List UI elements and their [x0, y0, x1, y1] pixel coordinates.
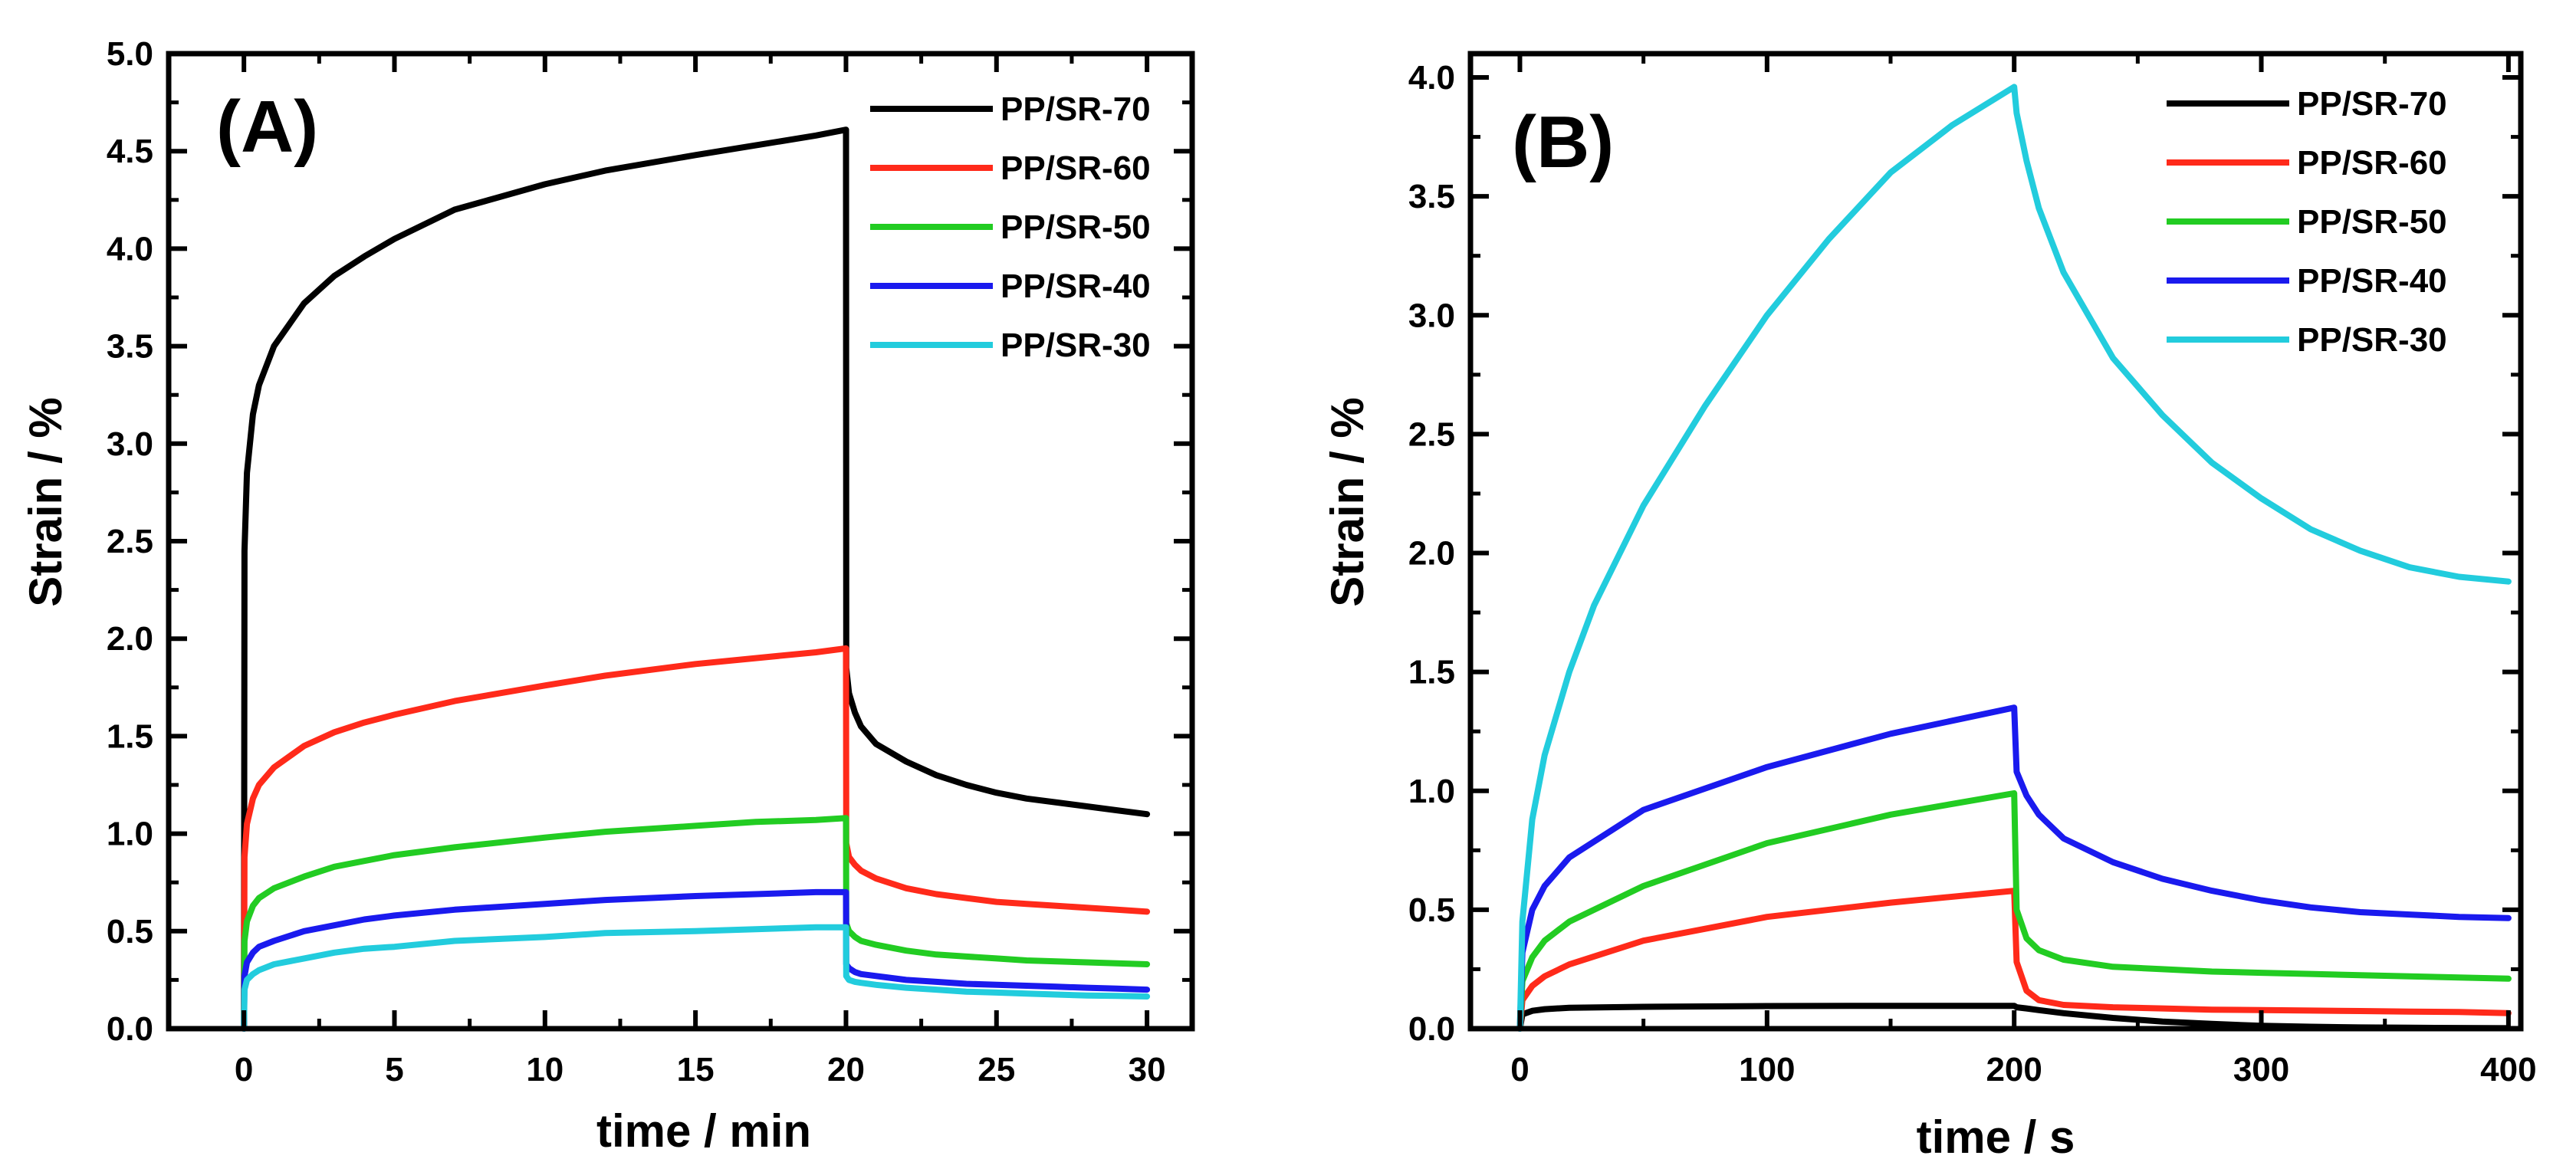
panel-a-x-tick-label: 10: [526, 1051, 564, 1088]
panel-a-y-tick-label: 4.5: [107, 133, 153, 170]
panel-a-series-line-pp-sr-30: [241, 924, 1151, 1032]
panel-b-series-line-pp-sr-40: [1516, 704, 2512, 1032]
panel-b-x-tick-label: 300: [2233, 1051, 2289, 1088]
panel-a-x-tick-label: 25: [978, 1051, 1015, 1088]
panel-a-y-tick-label: 2.0: [107, 620, 153, 658]
panel-a-ticks: 0 5 10 15 20 25 30 0.0 0.5 1.0 1.5 2.0 2.5 3.0 3.5 4.0 4…: [107, 35, 1192, 1088]
panel-b-ticks: 0 100 200 300 400 0.0 0.5 1.0 1.5 2.0 2.5 3.0 3.5 4.0: [1408, 54, 2537, 1088]
panel-a-y-tick-label: 2.5: [107, 523, 153, 560]
panel-b-y-tick-label: 0.0: [1408, 1010, 1455, 1048]
panel-b-x-axis-title: time / s: [1917, 1111, 2075, 1163]
panel-b-chart: 0 100 200 300 400 0.0 0.5 1.0 1.5 2.0 2.5 3.0 3.5 4.0…: [1322, 51, 2537, 1163]
legend-label-pp-sr-60: PP/SR-60: [2297, 144, 2447, 182]
panel-a-y-axis-title: Strain / %: [20, 397, 71, 606]
panel-a-x-tick-label: 30: [1129, 1051, 1166, 1088]
legend-label-pp-sr-70: PP/SR-70: [1001, 90, 1151, 128]
panel-a-series-line-pp-sr-40: [241, 888, 1151, 1032]
panel-b-y-tick-label: 2.5: [1408, 415, 1455, 453]
panel-b-series-line-pp-sr-50: [1516, 790, 2512, 1032]
panel-a-y-tick-label: 5.0: [107, 35, 153, 73]
legend-label-pp-sr-60: PP/SR-60: [1001, 149, 1151, 187]
panel-a-legend: PP/SR-70 PP/SR-60 PP/SR-50 PP/SR-40 PP/S…: [870, 90, 1151, 364]
panel-b-y-tick-label: 4.0: [1408, 59, 1455, 97]
legend-label-pp-sr-30: PP/SR-30: [2297, 321, 2447, 359]
panel-b-y-tick-label: 1.5: [1408, 654, 1455, 691]
panel-b-series-line-pp-sr-30: [1516, 84, 2512, 1032]
panel-b-x-tick-label: 100: [1739, 1051, 1795, 1088]
panel-a-x-axis-title: time / min: [596, 1105, 811, 1157]
legend-label-pp-sr-40: PP/SR-40: [2297, 262, 2447, 300]
panel-a-y-tick-label: 1.5: [107, 717, 153, 755]
panel-a-y-tick-label: 0.5: [107, 913, 153, 950]
panel-b-legend: PP/SR-70 PP/SR-60 PP/SR-50 PP/SR-40 PP/S…: [2167, 85, 2447, 359]
panel-a-x-tick-label: 5: [385, 1051, 403, 1088]
panel-a-label: (A): [216, 86, 318, 168]
panel-b-plot-frame: [1467, 51, 2524, 1032]
panel-b-label: (B): [1512, 101, 1614, 183]
panel-a-series-group: [241, 126, 1151, 1032]
panel-a-y-tick-label: 1.0: [107, 816, 153, 853]
panel-a-series-line-pp-sr-70: [241, 126, 1151, 1032]
panel-b-y-axis-title: Strain / %: [1322, 397, 1373, 606]
panel-a-series-line-pp-sr-60: [241, 645, 1151, 1032]
panel-a-x-tick-label: 15: [677, 1051, 715, 1088]
legend-label-pp-sr-30: PP/SR-30: [1001, 327, 1151, 364]
panel-a-series-line-pp-sr-50: [241, 815, 1151, 1032]
panel-b-series-line-pp-sr-60: [1516, 888, 2512, 1032]
panel-b-x-tick-label: 200: [1986, 1051, 2042, 1088]
panel-b-x-tick-label: 0: [1510, 1051, 1529, 1088]
panel-a-y-tick-label: 0.0: [107, 1010, 153, 1048]
panel-b-y-tick-label: 3.5: [1408, 178, 1455, 215]
legend-label-pp-sr-50: PP/SR-50: [1001, 208, 1151, 246]
panel-a-x-tick-label: 20: [827, 1051, 865, 1088]
panel-a-y-tick-label: 3.5: [107, 328, 153, 366]
panel-a-y-tick-label: 4.0: [107, 230, 153, 268]
panel-a-plot-frame: [166, 51, 1195, 1032]
panel-a-y-tick-label: 3.0: [107, 425, 153, 463]
panel-b-x-tick-label: 400: [2480, 1051, 2536, 1088]
legend-label-pp-sr-40: PP/SR-40: [1001, 268, 1151, 305]
panel-b-y-tick-label: 1.0: [1408, 773, 1455, 810]
legend-label-pp-sr-70: PP/SR-70: [2297, 85, 2447, 123]
panel-b-y-tick-label: 0.5: [1408, 891, 1455, 929]
legend-label-pp-sr-50: PP/SR-50: [2297, 203, 2447, 241]
panel-b-y-tick-label: 2.0: [1408, 535, 1455, 573]
panel-b-y-tick-label: 3.0: [1408, 297, 1455, 334]
panel-a-chart: 0 5 10 15 20 25 30 0.0 0.5 1.0 1.5 2.0 2.5 3.0 3.5 4.0 4…: [20, 35, 1195, 1157]
panel-a-x-tick-label: 0: [235, 1051, 253, 1088]
